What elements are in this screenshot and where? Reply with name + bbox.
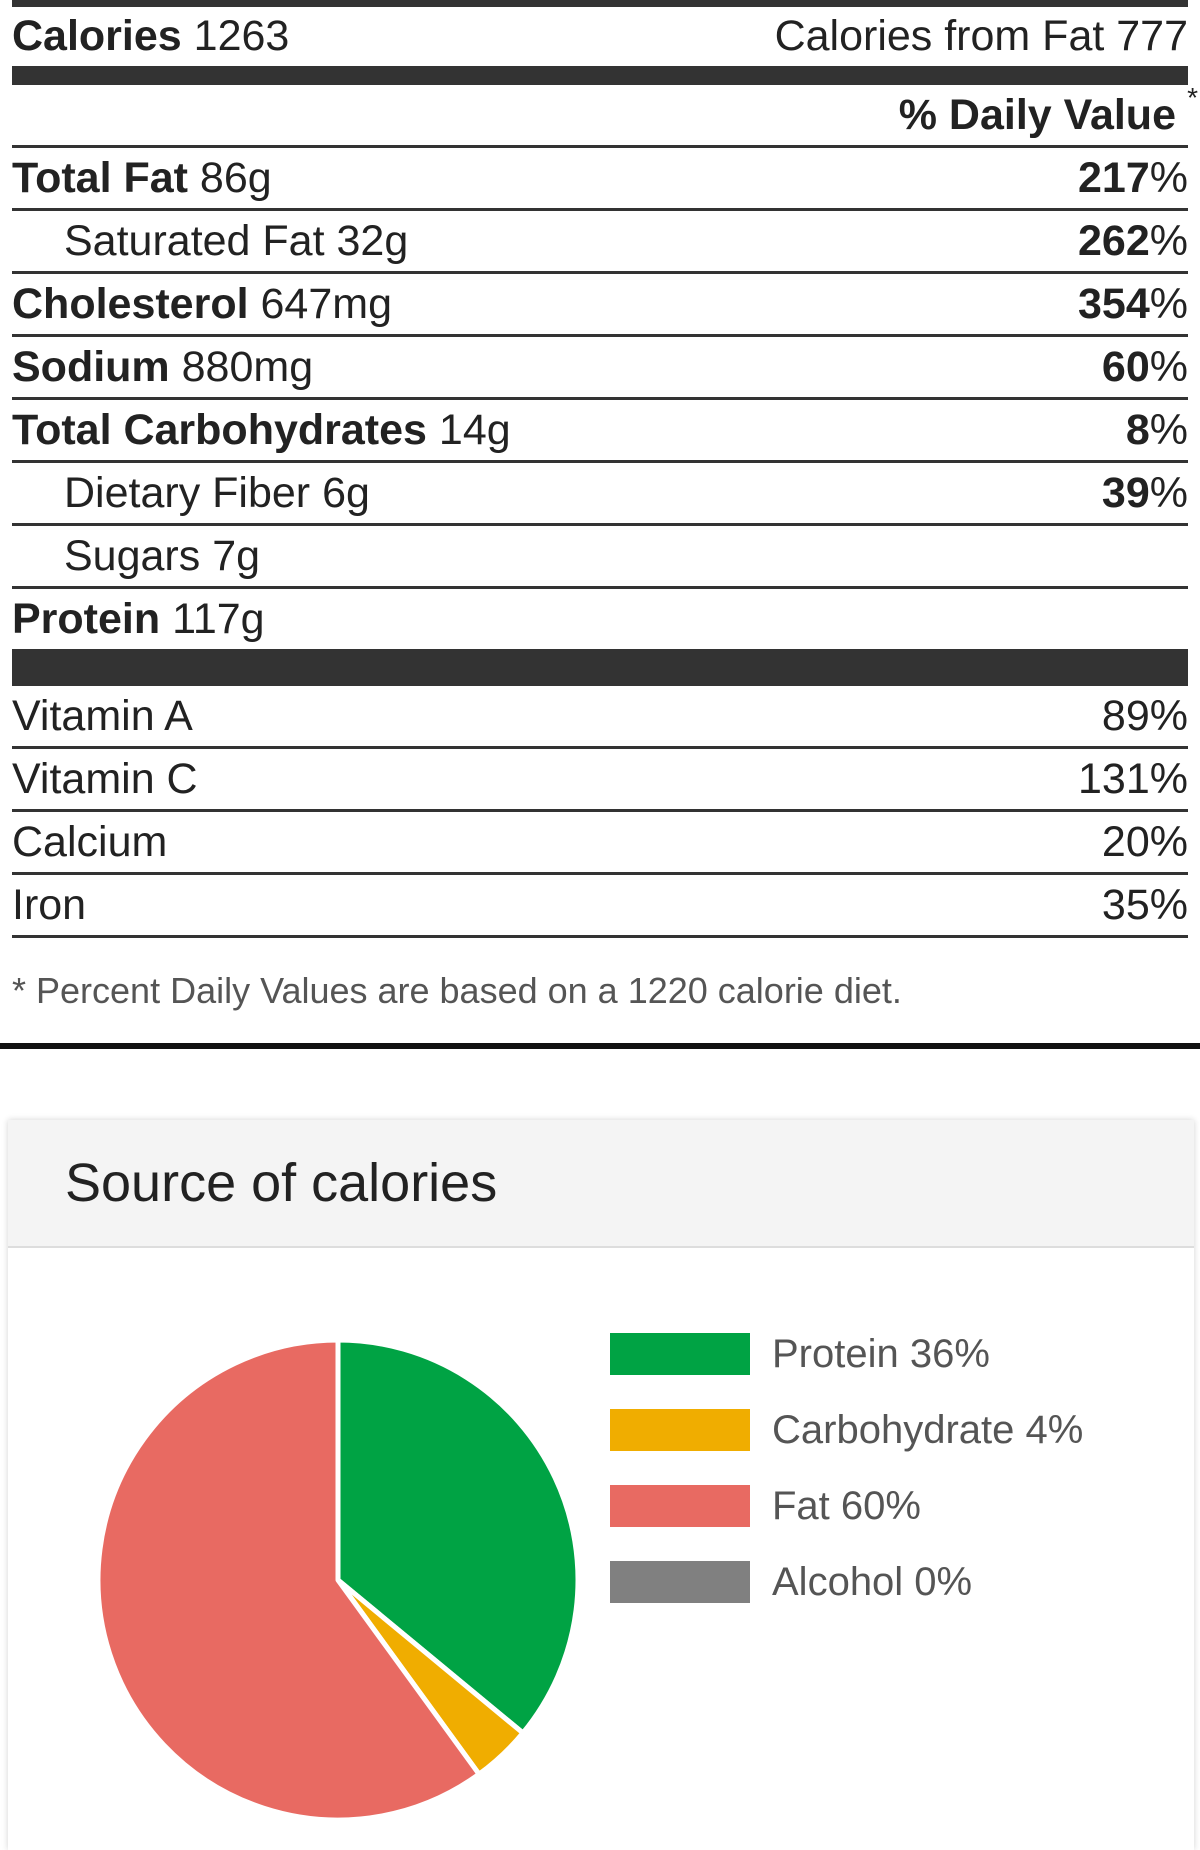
vitamin-name: Calcium (12, 817, 168, 866)
nutrient-name: Total Fat (12, 153, 188, 202)
legend-label: Carbohydrate 4% (772, 1407, 1084, 1452)
nutrient-row-sugars: Sugars 7g (12, 526, 1188, 589)
nutrient-daily-value: 262% (1078, 216, 1188, 265)
nutrient-daily-value: 8% (1125, 405, 1188, 454)
nutrient-row-total-fat: Total Fat 86g 217% (12, 148, 1188, 211)
nutrient-row-cholesterol: Cholesterol 647mg 354% (12, 274, 1188, 337)
nutrient-name: Dietary Fiber 6g (64, 468, 370, 517)
vitamin-value: 20% (1101, 817, 1188, 866)
dv-number: 354 (1078, 279, 1150, 328)
vitamin-value: 89% (1101, 691, 1188, 740)
nutrient-row-saturated-fat: Saturated Fat 32g 262% (12, 211, 1188, 274)
legend-item-carbohydrate: Carbohydrate 4% (610, 1392, 1083, 1468)
daily-value-footnote: * Percent Daily Values are based on a 12… (12, 970, 902, 1011)
calories-label: Calories (12, 12, 182, 60)
dv-number: 217 (1078, 153, 1150, 202)
legend-item-protein: Protein 36% (610, 1316, 1083, 1392)
pie-slice-protein (335, 1337, 581, 1736)
card-title: Source of calories (65, 1153, 498, 1213)
vitamin-name: Iron (12, 880, 87, 929)
nutrient-amount: 14g (438, 405, 511, 454)
legend-swatch (610, 1485, 750, 1527)
nutrition-label: Calories 1263 Calories from Fat 777 % Da… (12, 7, 1198, 1026)
nutrient-label: Total Carbohydrates 14g (12, 405, 511, 454)
nutrient-name: Protein (12, 594, 161, 643)
nutrient-daily-value: 354% (1078, 279, 1188, 328)
dv-percent-sign: % (1149, 279, 1188, 328)
nutrient-name: Total Carbohydrates (12, 405, 427, 454)
nutrient-daily-value: 217% (1078, 153, 1188, 202)
calories-from-fat: Calories from Fat 777 (774, 12, 1188, 60)
dv-number: 8 (1125, 405, 1150, 454)
legend-item-alcohol: Alcohol 0% (610, 1544, 1083, 1620)
nutrient-name: Sodium (12, 342, 170, 391)
dv-percent-sign: % (1149, 405, 1188, 454)
source-of-calories-card: Source of calories Protein 36% Carbohydra… (8, 1120, 1194, 1850)
nutrient-label: Total Fat 86g (12, 153, 272, 202)
nutrient-amount: 86g (199, 153, 272, 202)
vitamin-value: 35% (1101, 880, 1188, 929)
top-rule (12, 0, 1188, 7)
dv-percent-sign: % (1149, 342, 1188, 391)
legend-swatch (610, 1409, 750, 1451)
nutrient-label: Cholesterol 647mg (12, 279, 392, 328)
dv-percent-sign: % (1149, 153, 1188, 202)
pie-chart-svg (95, 1337, 581, 1823)
pie-chart (88, 1330, 588, 1830)
dv-number: 262 (1078, 216, 1150, 265)
vitamin-name: Vitamin A (12, 691, 193, 740)
legend-swatch (610, 1333, 750, 1375)
dv-percent-sign: % (1149, 216, 1188, 265)
pie-slice-fat (95, 1337, 482, 1823)
nutrient-name: Cholesterol (12, 279, 249, 328)
chart-legend: Protein 36% Carbohydrate 4% Fat 60% Alcohol… (610, 1316, 1083, 1620)
vitamin-row-iron: Iron 35% (12, 875, 1188, 938)
vitamin-row-a: Vitamin A 89% (12, 686, 1188, 749)
vitamin-row-calcium: Calcium 20% (12, 812, 1188, 875)
daily-value-header-text: % Daily Value (898, 90, 1176, 139)
legend-label: Protein 36% (772, 1331, 990, 1376)
nutrient-label: Sodium 880mg (12, 342, 314, 391)
card-header: Source of calories (8, 1120, 1194, 1248)
nutrient-amount: 117g (172, 594, 265, 643)
dv-percent-sign: % (1149, 468, 1188, 517)
nutrient-daily-value: 60% (1101, 342, 1188, 391)
calories-value: 1263 (193, 12, 290, 60)
calories-row: Calories 1263 Calories from Fat 777 (12, 7, 1188, 66)
legend-item-fat: Fat 60% (610, 1468, 1083, 1544)
legend-swatch (610, 1561, 750, 1603)
daily-value-asterisk: * (1187, 81, 1198, 113)
vitamin-row-c: Vitamin C 131% (12, 749, 1188, 812)
nutrient-row-dietary-fiber: Dietary Fiber 6g 39% (12, 463, 1188, 526)
nutrient-row-protein: Protein 117g (12, 589, 1188, 649)
calories: Calories 1263 (12, 15, 289, 58)
nutrient-daily-value: 39% (1101, 468, 1188, 517)
nutrient-amount: 647mg (260, 279, 392, 328)
nutrient-label: Protein 117g (12, 594, 265, 643)
vitamin-value: 131% (1078, 754, 1188, 803)
dv-number: 60 (1101, 342, 1150, 391)
nutrient-amount: 880mg (181, 342, 314, 391)
legend-label: Fat 60% (772, 1483, 921, 1528)
vitamin-name: Vitamin C (12, 754, 198, 803)
thick-divider (12, 649, 1188, 686)
legend-label: Alcohol 0% (772, 1559, 973, 1604)
nutrient-row-sodium: Sodium 880mg 60% (12, 337, 1188, 400)
dv-number: 39 (1101, 468, 1150, 517)
daily-value-header-row: % Daily Value * (12, 83, 1198, 148)
nutrient-name: Sugars 7g (64, 531, 261, 580)
thick-divider (12, 66, 1188, 85)
daily-value-header: % Daily Value * (898, 83, 1198, 139)
section-divider (0, 1043, 1200, 1049)
nutrient-row-total-carbohydrates: Total Carbohydrates 14g 8% (12, 400, 1188, 463)
nutrient-name: Saturated Fat 32g (64, 216, 409, 265)
